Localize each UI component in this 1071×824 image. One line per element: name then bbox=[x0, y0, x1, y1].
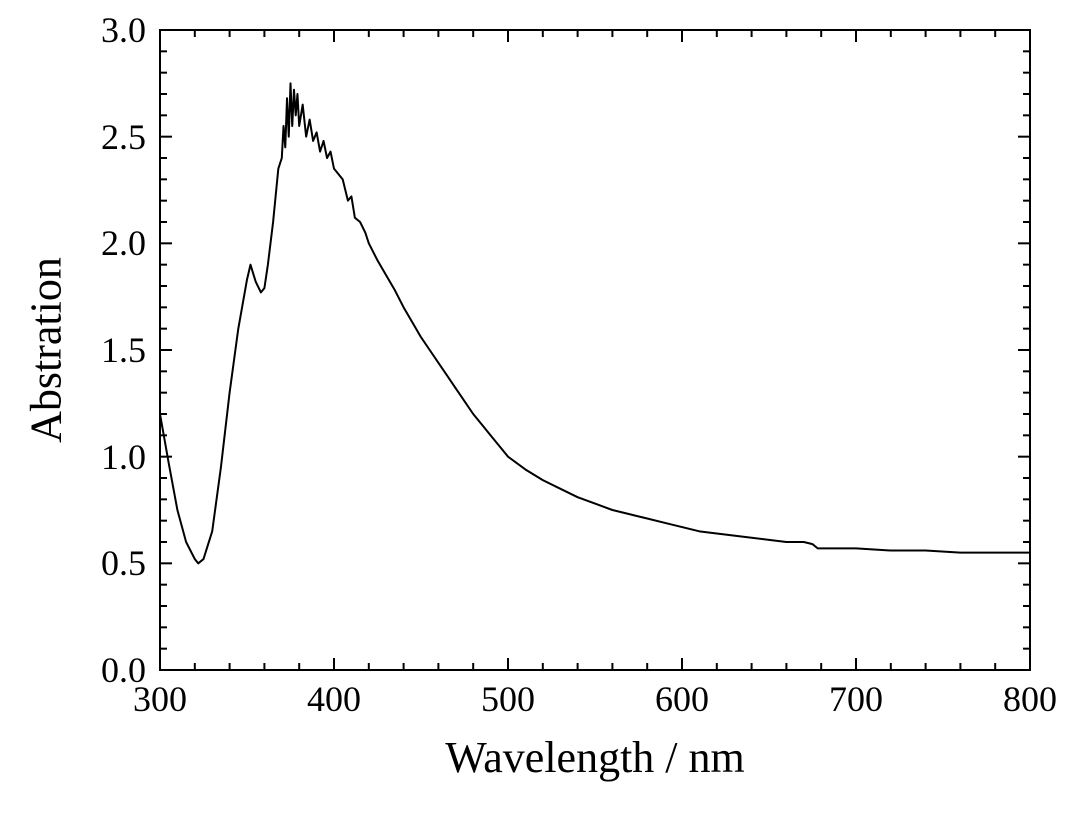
chart-container: 3004005006007008000.00.51.01.52.02.53.0W… bbox=[0, 0, 1071, 824]
y-tick-label: 3.0 bbox=[101, 9, 146, 51]
plot-border bbox=[160, 30, 1030, 670]
y-tick-label: 1.5 bbox=[101, 329, 146, 371]
y-tick-label: 2.5 bbox=[101, 116, 146, 158]
y-tick-label: 2.0 bbox=[101, 222, 146, 264]
x-tick-label: 500 bbox=[481, 678, 535, 720]
y-axis-title: Abstration bbox=[21, 257, 72, 443]
spectrum-line bbox=[160, 83, 1030, 563]
y-tick-label: 0.0 bbox=[101, 649, 146, 691]
y-tick-label: 1.0 bbox=[101, 436, 146, 478]
x-tick-label: 800 bbox=[1003, 678, 1057, 720]
x-axis-title: Wavelength / nm bbox=[445, 732, 745, 783]
x-tick-label: 700 bbox=[829, 678, 883, 720]
x-tick-label: 600 bbox=[655, 678, 709, 720]
x-tick-label: 400 bbox=[307, 678, 361, 720]
y-tick-label: 0.5 bbox=[101, 542, 146, 584]
